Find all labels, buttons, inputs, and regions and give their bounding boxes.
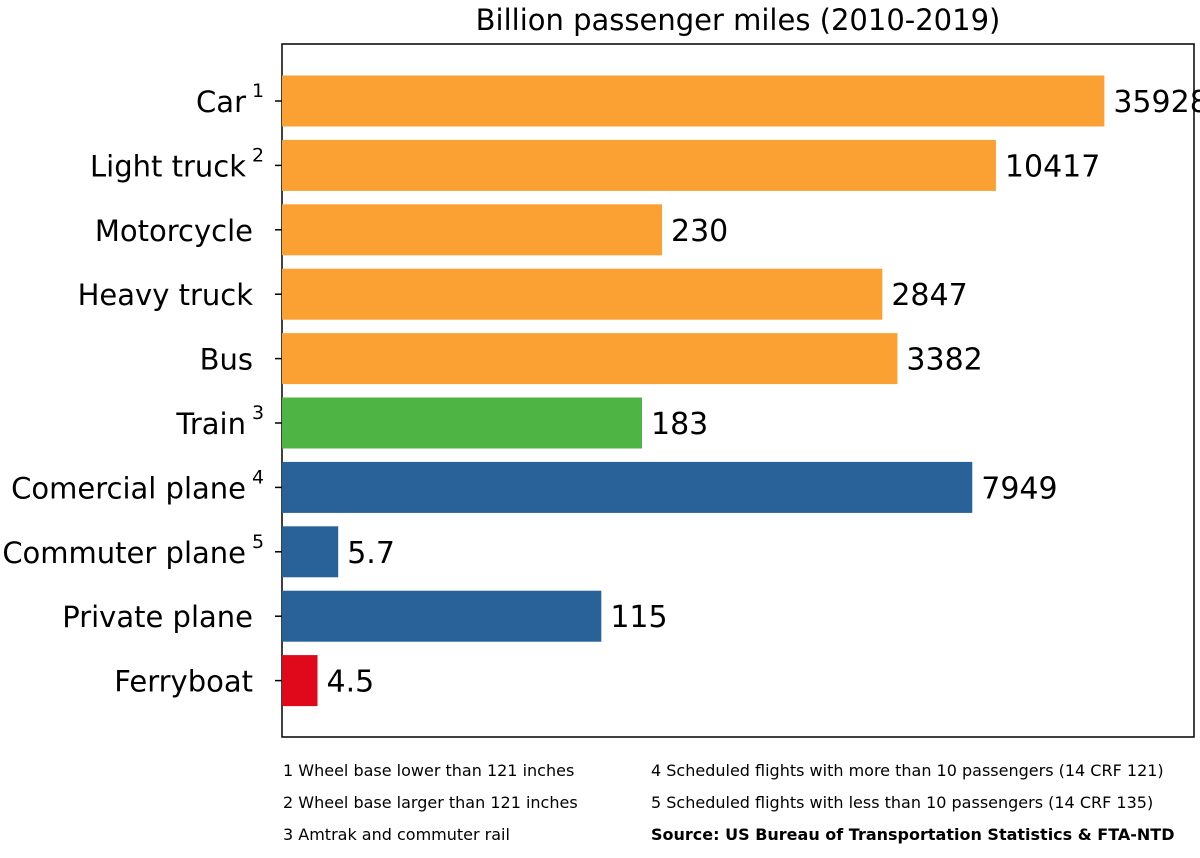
bar [282, 461, 973, 513]
bar-chart: Billion passenger miles (2010-2019) 3592… [2, 3, 1200, 738]
footnote-marker: 3 [252, 402, 264, 424]
footnote-marker: 1 [252, 80, 264, 102]
footnote-3: 3 Amtrak and commuter rail [283, 825, 510, 844]
category-label: Comercial plane [11, 471, 246, 505]
category-label: Motorcycle [95, 214, 253, 248]
bar [282, 655, 318, 707]
value-label: 183 [651, 407, 708, 442]
value-label: 2847 [891, 278, 967, 313]
category-label: Ferryboat [114, 665, 253, 699]
value-label: 10417 [1005, 149, 1100, 184]
chart-title: Billion passenger miles (2010-2019) [476, 3, 1001, 37]
footnote-5: 5 Scheduled flights with less than 10 pa… [651, 793, 1154, 812]
footnote-2: 2 Wheel base larger than 121 inches [283, 793, 578, 812]
bar [282, 139, 996, 191]
source-note: Source: US Bureau of Transportation Stat… [651, 825, 1175, 844]
category-label: Train [175, 407, 246, 441]
value-label: 5.7 [347, 536, 395, 571]
value-label: 35928 [1113, 85, 1200, 120]
bar [282, 333, 898, 385]
category-label: Light truck [90, 149, 246, 183]
bar [282, 204, 663, 256]
category-label: Heavy truck [78, 278, 254, 312]
category-label: Private plane [62, 600, 253, 634]
bar [282, 526, 339, 578]
bar [282, 590, 602, 642]
value-label: 4.5 [327, 665, 375, 700]
value-label: 115 [610, 600, 667, 635]
category-label: Bus [200, 343, 253, 377]
footnote-marker: 2 [252, 144, 264, 166]
plot-frame [281, 43, 1195, 738]
footnote-marker: 4 [252, 466, 264, 488]
value-label: 7949 [981, 471, 1057, 506]
bar [282, 268, 883, 320]
bar [282, 397, 642, 449]
value-label: 230 [671, 214, 728, 249]
footnote-4: 4 Scheduled flights with more than 10 pa… [651, 761, 1164, 780]
footnote-marker: 5 [252, 531, 264, 553]
bar [282, 75, 1105, 127]
category-label: Car [196, 85, 246, 119]
category-label: Commuter plane [2, 536, 246, 570]
value-label: 3382 [906, 343, 982, 378]
footnote-1: 1 Wheel base lower than 121 inches [283, 761, 575, 780]
